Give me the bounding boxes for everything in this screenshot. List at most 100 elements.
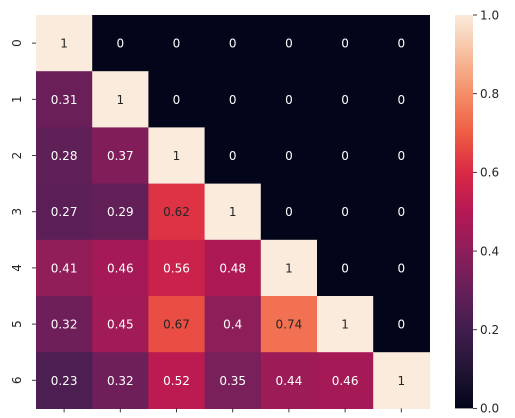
cell-annotation-2-2: 1 [173,149,181,163]
cell-annotation-6-5: 0.46 [332,374,359,388]
heatmap-cell-6-2 [148,352,206,409]
cell-annotation-1-6: 0 [397,93,405,107]
cell-annotation-1-4: 0 [285,93,293,107]
colorbar-tick-label-5: 1.0 [480,8,499,22]
heatmap-cell-2-6 [373,127,430,185]
heatmap-cell-1-4 [260,71,318,128]
cell-annotation-3-2: 0.62 [163,205,190,219]
heatmap-cell-2-4 [260,127,318,185]
heatmap-cell-0-6 [373,15,430,72]
cell-annotation-0-4: 0 [285,37,293,51]
y-tick-label-5: 5 [10,320,24,328]
colorbar-tick-label-1: 0.2 [480,323,499,337]
x-tick-label-1: 1 [116,416,124,418]
heatmap-cell-0-3 [204,15,262,72]
heatmap-cell-1-1 [92,71,149,128]
y-axis: 0 1 2 3 4 5 6 [10,39,36,384]
heatmap-cell-4-6 [373,239,430,297]
cell-annotation-5-5: 1 [341,318,349,332]
heatmap-cell-2-1 [92,127,149,185]
cell-annotation-6-0: 0.23 [51,374,78,388]
colorbar: 0.0 0.2 0.4 0.6 0.8 1.0 [455,8,499,416]
heatmap-cell-3-3 [204,183,262,241]
cell-annotation-6-2: 0.52 [163,374,190,388]
heatmap-cell-5-5 [317,296,374,353]
cell-annotation-3-3: 1 [229,205,237,219]
cell-annotation-4-6: 0 [397,261,405,275]
heatmap-cell-3-5 [317,183,374,241]
x-tick-label-5: 5 [341,416,349,418]
cell-annotation-1-5: 0 [341,93,349,107]
colorbar-tick-label-0: 0.0 [480,402,499,416]
cell-annotation-3-6: 0 [397,205,405,219]
heatmap-cell-1-6 [373,71,430,128]
cell-annotation-2-0: 0.28 [51,149,78,163]
heatmap-cell-6-4 [260,352,318,409]
cell-annotation-5-1: 0.45 [107,318,134,332]
cell-annotation-1-0: 0.31 [51,93,78,107]
heatmap-cell-2-0 [36,127,93,185]
x-tick-label-4: 4 [285,416,293,418]
heatmap-cell-5-6 [373,296,430,353]
x-tick-label-2: 2 [173,416,181,418]
heatmap-cell-5-0 [36,296,93,353]
heatmap-cell-3-0 [36,183,93,241]
cell-annotation-4-1: 0.46 [107,261,134,275]
cell-annotation-2-3: 0 [229,149,237,163]
heatmap-cell-1-3 [204,71,262,128]
heatmap-cell-3-2 [148,183,206,241]
heatmap-cell-6-0 [36,352,93,409]
y-tick-label-2: 2 [10,152,24,160]
heatmap-cell-4-3 [204,239,262,297]
cell-annotation-2-4: 0 [285,149,293,163]
heatmap-cell-6-6 [373,352,430,409]
cell-annotation-3-5: 0 [341,205,349,219]
heatmap-cell-1-0 [36,71,93,128]
cell-annotation-1-3: 0 [229,93,237,107]
heatmap-cell-5-1 [92,296,149,353]
cell-annotation-0-3: 0 [229,37,237,51]
x-tick-label-6: 6 [397,416,405,418]
cell-annotations: 1 0 0 0 0 0 0 0.31 1 0 0 0 0 0 0.28 0.37 1 0 0 0 0 0.27 0.29 0.… [51,37,405,388]
heatmap-cell-4-0 [36,239,93,297]
cell-annotation-2-1: 0.37 [107,149,134,163]
cell-annotation-4-3: 0.48 [219,261,246,275]
cell-annotation-5-2: 0.67 [163,318,190,332]
cell-annotation-3-4: 0 [285,205,293,219]
heatmap-cell-4-2 [148,239,206,297]
heatmap-cell-2-2 [148,127,206,185]
cell-annotation-6-6: 1 [397,374,405,388]
cell-annotation-5-0: 0.32 [51,318,78,332]
heatmap-cell-6-3 [204,352,262,409]
cell-annotation-2-5: 0 [341,149,349,163]
cell-annotation-5-4: 0.74 [276,318,303,332]
colorbar-gradient [455,15,473,409]
cell-annotation-4-5: 0 [341,261,349,275]
heatmap-cell-1-5 [317,71,374,128]
cell-annotation-5-3: 0.4 [223,318,242,332]
cell-annotation-1-1: 1 [116,93,124,107]
cell-annotation-1-2: 0 [173,93,181,107]
heatmap-cell-6-5 [317,352,374,409]
y-tick-label-1: 1 [10,95,24,103]
heatmap-cell-3-6 [373,183,430,241]
heatmap-cell-6-1 [92,352,149,409]
y-tick-label-3: 3 [10,208,24,216]
y-tick-label-6: 6 [10,376,24,384]
heatmap-cell-4-1 [92,239,149,297]
cell-annotation-4-4: 1 [285,261,293,275]
y-tick-label-0: 0 [10,39,24,47]
x-axis: 0 1 2 3 4 5 6 [60,408,405,418]
cell-annotation-6-4: 0.44 [276,374,303,388]
cell-annotation-5-6: 0 [397,318,405,332]
heatmap-cell-4-4 [260,239,318,297]
colorbar-tick-label-4: 0.8 [480,87,499,101]
heatmap-cell-1-2 [148,71,206,128]
x-tick-label-3: 3 [229,416,237,418]
heatmap-cells [36,15,430,409]
heatmap-cell-2-3 [204,127,262,185]
cell-annotation-4-0: 0.41 [51,261,78,275]
heatmap-cell-0-1 [92,15,149,72]
cell-annotation-2-6: 0 [397,149,405,163]
